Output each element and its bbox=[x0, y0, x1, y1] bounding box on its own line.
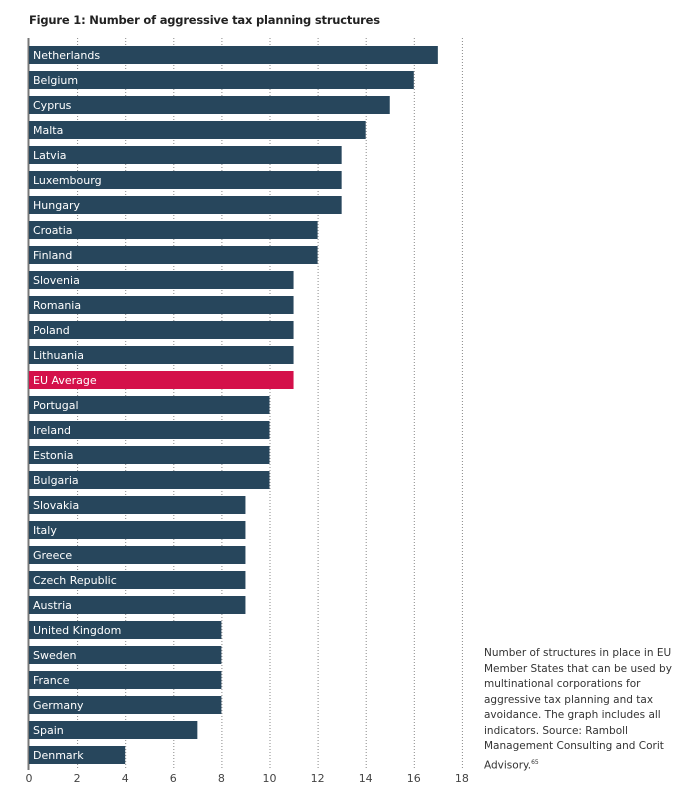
bar-malta bbox=[29, 121, 366, 139]
bar-label: EU Average bbox=[33, 374, 97, 387]
bar-spain bbox=[29, 721, 198, 739]
x-tick-label: 18 bbox=[455, 772, 469, 785]
bar-italy bbox=[29, 521, 246, 539]
bar-label: Finland bbox=[33, 249, 72, 262]
bar-label: Bulgaria bbox=[33, 474, 79, 487]
x-tick-label: 10 bbox=[263, 772, 277, 785]
bar-bulgaria bbox=[29, 471, 270, 489]
bar-label: Ireland bbox=[33, 424, 71, 437]
footnote-ref: 65 bbox=[531, 758, 539, 766]
bar-united-kingdom bbox=[29, 621, 222, 639]
bar-ireland bbox=[29, 421, 270, 439]
bar-label: Poland bbox=[33, 324, 70, 337]
bar-label: France bbox=[33, 674, 70, 687]
bar-label: Estonia bbox=[33, 449, 74, 462]
bar-slovenia bbox=[29, 271, 294, 289]
caption-text: Number of structures in place in EU Memb… bbox=[484, 647, 672, 771]
bar-label: Hungary bbox=[33, 199, 80, 212]
chart-caption: Number of structures in place in EU Memb… bbox=[484, 646, 674, 774]
x-tick-label: 2 bbox=[74, 772, 81, 785]
bar-label: United Kingdom bbox=[33, 624, 121, 637]
bar-czech-republic bbox=[29, 571, 246, 589]
bar-label: Netherlands bbox=[33, 49, 100, 62]
bar-label: Belgium bbox=[33, 74, 78, 87]
bar-label: Slovenia bbox=[33, 274, 80, 287]
bar-estonia bbox=[29, 446, 270, 464]
bar-label: Denmark bbox=[33, 749, 84, 762]
chart-title: Figure 1: Number of aggressive tax plann… bbox=[29, 13, 380, 27]
bar-label: Sweden bbox=[33, 649, 76, 662]
bar-label: Slovakia bbox=[33, 499, 79, 512]
bar-romania bbox=[29, 296, 294, 314]
bar-finland bbox=[29, 246, 318, 264]
bar-label: Luxembourg bbox=[33, 174, 102, 187]
bar-slovakia bbox=[29, 496, 246, 514]
bar-label: Czech Republic bbox=[33, 574, 117, 587]
bar-cyprus bbox=[29, 96, 390, 114]
x-tick-label: 6 bbox=[170, 772, 177, 785]
bar-label: Latvia bbox=[33, 149, 67, 162]
bar-lithuania bbox=[29, 346, 294, 364]
bar-label: Lithuania bbox=[33, 349, 84, 362]
x-tick-label: 16 bbox=[407, 772, 421, 785]
bar-hungary bbox=[29, 196, 342, 214]
x-tick-label: 0 bbox=[26, 772, 33, 785]
x-tick-label: 4 bbox=[122, 772, 129, 785]
bar-label: Italy bbox=[33, 524, 57, 537]
bar-label: Romania bbox=[33, 299, 81, 312]
bar-label: Spain bbox=[33, 724, 64, 737]
bar-greece bbox=[29, 546, 246, 564]
bar-label: Austria bbox=[33, 599, 72, 612]
bar-label: Malta bbox=[33, 124, 63, 137]
bar-label: Croatia bbox=[33, 224, 73, 237]
bar-belgium bbox=[29, 71, 414, 89]
bar-denmark bbox=[29, 746, 126, 764]
bar-portugal bbox=[29, 396, 270, 414]
bar-sweden bbox=[29, 646, 222, 664]
bar-germany bbox=[29, 696, 222, 714]
x-tick-label: 14 bbox=[359, 772, 373, 785]
bar-croatia bbox=[29, 221, 318, 239]
bar-austria bbox=[29, 596, 246, 614]
bar-france bbox=[29, 671, 222, 689]
bar-label: Portugal bbox=[33, 399, 79, 412]
bar-netherlands bbox=[29, 46, 438, 64]
bar-label: Germany bbox=[33, 699, 84, 712]
bar-poland bbox=[29, 321, 294, 339]
bar-label: Cyprus bbox=[33, 99, 72, 112]
bar-luxembourg bbox=[29, 171, 342, 189]
bar-eu-average bbox=[29, 371, 294, 389]
x-tick-label: 8 bbox=[218, 772, 225, 785]
bar-latvia bbox=[29, 146, 342, 164]
x-tick-label: 12 bbox=[311, 772, 325, 785]
bar-label: Greece bbox=[33, 549, 72, 562]
